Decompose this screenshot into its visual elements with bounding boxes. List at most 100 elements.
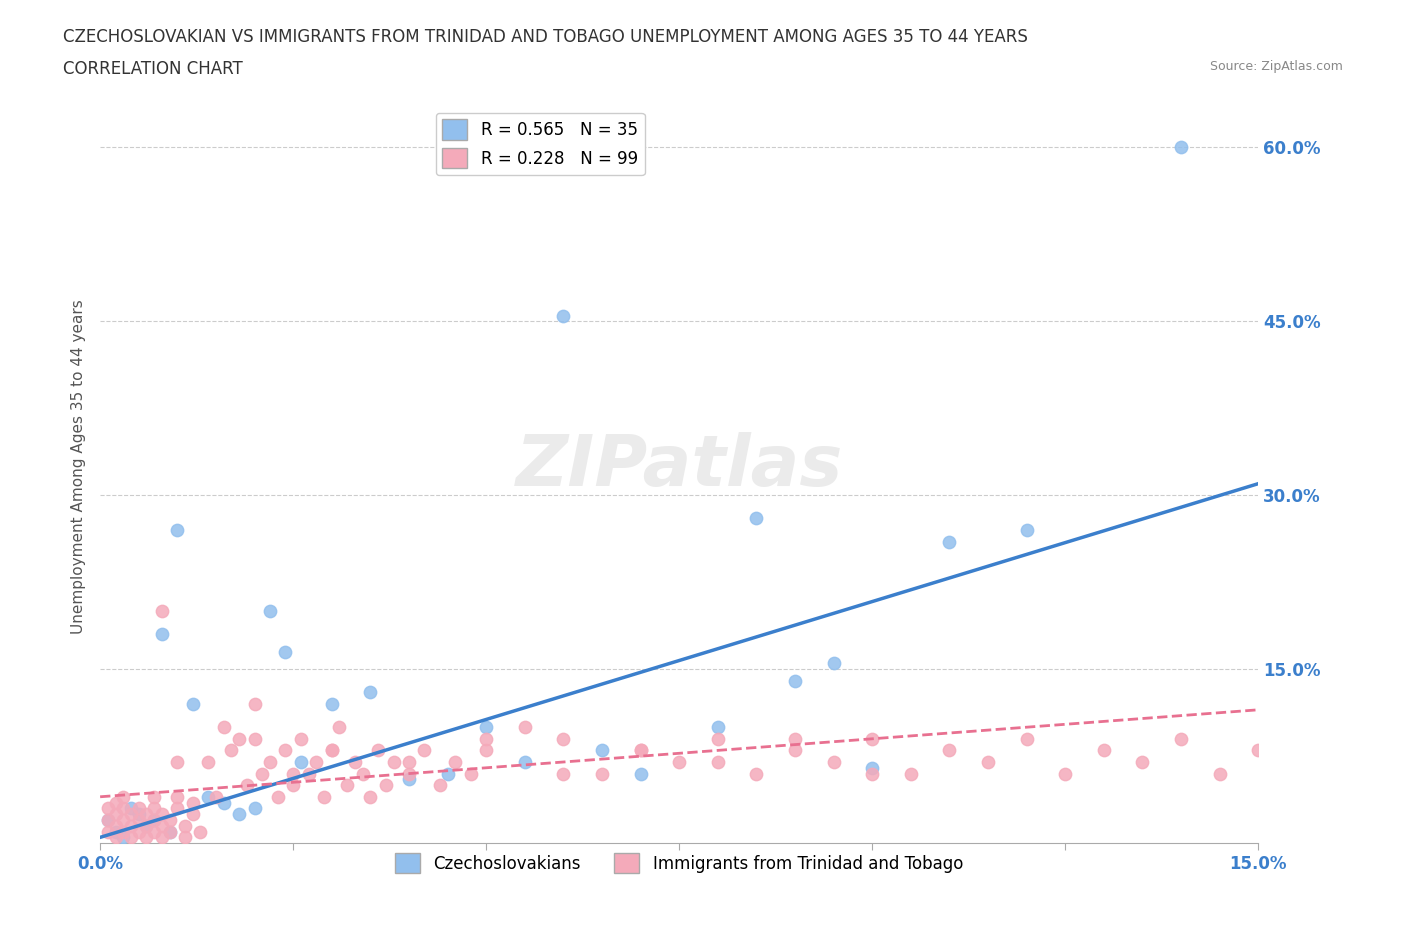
Point xyxy=(135,818,157,833)
Point xyxy=(228,731,250,746)
Point xyxy=(150,818,173,833)
Text: Source: ZipAtlas.com: Source: ZipAtlas.com xyxy=(1209,60,1343,73)
Point xyxy=(668,754,690,769)
Point xyxy=(413,743,436,758)
Text: ZIPatlas: ZIPatlas xyxy=(516,432,842,500)
Point xyxy=(297,766,319,781)
Point xyxy=(104,824,127,839)
Point xyxy=(823,656,845,671)
Point xyxy=(205,790,228,804)
Point xyxy=(900,766,922,781)
Point xyxy=(328,720,350,735)
Y-axis label: Unemployment Among Ages 35 to 44 years: Unemployment Among Ages 35 to 44 years xyxy=(72,299,86,633)
Point xyxy=(321,697,343,711)
Point xyxy=(97,813,120,828)
Point xyxy=(243,731,266,746)
Point xyxy=(591,743,613,758)
Point xyxy=(436,766,458,781)
Point xyxy=(513,720,536,735)
Point xyxy=(630,743,652,758)
Point xyxy=(104,818,127,833)
Point xyxy=(274,644,297,659)
Point xyxy=(783,731,806,746)
Point xyxy=(143,813,166,828)
Point xyxy=(159,813,181,828)
Point xyxy=(135,830,157,844)
Point xyxy=(374,777,396,792)
Point xyxy=(321,743,343,758)
Point xyxy=(243,801,266,816)
Point xyxy=(128,813,150,828)
Text: CORRELATION CHART: CORRELATION CHART xyxy=(63,60,243,78)
Point xyxy=(305,754,328,769)
Point xyxy=(1170,140,1192,154)
Point xyxy=(475,731,498,746)
Point xyxy=(823,754,845,769)
Point xyxy=(120,806,142,821)
Point xyxy=(553,731,575,746)
Legend: Czechoslovakians, Immigrants from Trinidad and Tobago: Czechoslovakians, Immigrants from Trinid… xyxy=(388,846,970,880)
Point xyxy=(1247,743,1270,758)
Point xyxy=(1208,766,1230,781)
Point xyxy=(367,743,389,758)
Point xyxy=(281,766,304,781)
Point xyxy=(236,777,259,792)
Point xyxy=(166,790,188,804)
Point xyxy=(1092,743,1115,758)
Point xyxy=(112,790,135,804)
Point xyxy=(475,720,498,735)
Point xyxy=(221,743,243,758)
Point xyxy=(174,830,197,844)
Point xyxy=(166,754,188,769)
Point xyxy=(1054,766,1077,781)
Point xyxy=(159,824,181,839)
Point xyxy=(707,754,730,769)
Point xyxy=(630,766,652,781)
Point xyxy=(143,790,166,804)
Point xyxy=(290,731,312,746)
Point xyxy=(429,777,451,792)
Point xyxy=(398,766,420,781)
Point xyxy=(104,795,127,810)
Point xyxy=(1015,731,1038,746)
Point xyxy=(1132,754,1154,769)
Point xyxy=(150,806,173,821)
Point xyxy=(120,818,142,833)
Point xyxy=(150,627,173,642)
Point xyxy=(938,534,960,549)
Point xyxy=(281,777,304,792)
Point xyxy=(460,766,482,781)
Point xyxy=(343,754,366,769)
Point xyxy=(197,790,219,804)
Point xyxy=(112,830,135,844)
Point xyxy=(267,790,290,804)
Point xyxy=(228,806,250,821)
Point xyxy=(312,790,335,804)
Point xyxy=(104,806,127,821)
Point xyxy=(197,754,219,769)
Point xyxy=(112,824,135,839)
Point xyxy=(707,731,730,746)
Point xyxy=(143,801,166,816)
Point xyxy=(143,813,166,828)
Point xyxy=(166,523,188,538)
Point xyxy=(181,806,204,821)
Point xyxy=(352,766,374,781)
Point xyxy=(120,830,142,844)
Point xyxy=(783,673,806,688)
Point xyxy=(1015,523,1038,538)
Point xyxy=(159,824,181,839)
Point xyxy=(860,731,883,746)
Point xyxy=(166,801,188,816)
Point xyxy=(860,766,883,781)
Point xyxy=(212,795,235,810)
Point xyxy=(630,743,652,758)
Point xyxy=(382,754,405,769)
Point xyxy=(1170,731,1192,746)
Point xyxy=(120,801,142,816)
Point xyxy=(97,824,120,839)
Point xyxy=(150,830,173,844)
Point xyxy=(475,743,498,758)
Point xyxy=(181,697,204,711)
Point xyxy=(135,818,157,833)
